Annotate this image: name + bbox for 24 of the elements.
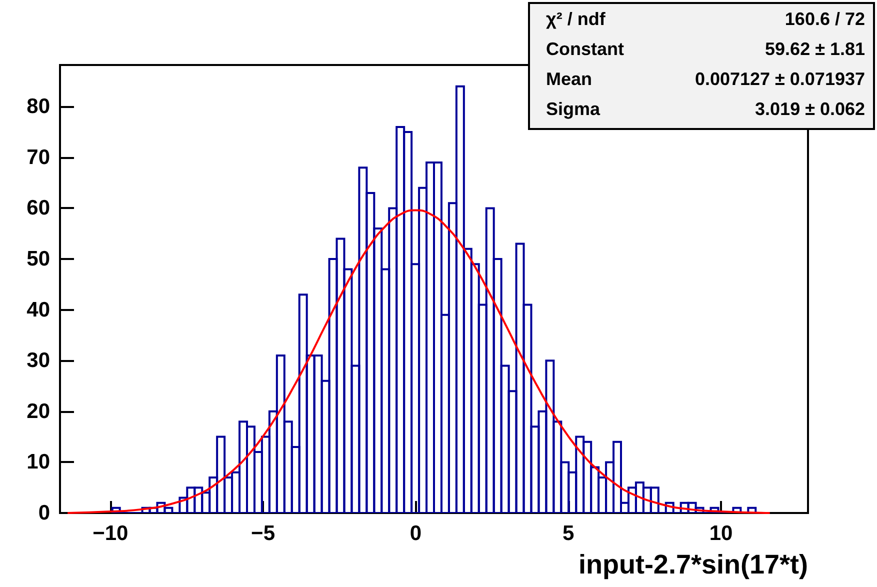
y-tick-label: 10 bbox=[26, 450, 50, 474]
x-tick-label: 0 bbox=[410, 522, 422, 545]
annotation: Sigma bbox=[546, 99, 602, 119]
y-tick-label: 60 bbox=[26, 196, 50, 220]
x-tick-label: 5 bbox=[562, 522, 574, 545]
y-tick-label: 70 bbox=[26, 146, 50, 169]
x-axis-title: input-2.7*sin(17*t) bbox=[578, 550, 808, 580]
y-tick-label: 40 bbox=[26, 298, 50, 322]
y-tick-label: 50 bbox=[26, 248, 50, 271]
x-tick-label: −5 bbox=[251, 522, 276, 545]
annotation: Mean bbox=[546, 69, 592, 89]
text: 59.62 ± 1.81 bbox=[765, 39, 865, 59]
line-series bbox=[66, 209, 771, 514]
y-tick-label: 80 bbox=[26, 95, 50, 118]
y-tick-label: 30 bbox=[26, 349, 50, 372]
annotation: 0.007127 ± 0.071937 bbox=[694, 69, 865, 89]
annotation: 3.019 ± 0.062 bbox=[755, 99, 865, 119]
y-tick-label: 20 bbox=[26, 400, 50, 423]
y-tick-label: 0 bbox=[38, 502, 50, 524]
text: Constant bbox=[546, 39, 624, 59]
x-tick-label: −10 bbox=[92, 522, 128, 545]
text: χ² / ndf bbox=[546, 9, 606, 29]
text: 160.6 / 72 bbox=[784, 9, 865, 29]
x-tick-label: 10 bbox=[709, 522, 733, 545]
